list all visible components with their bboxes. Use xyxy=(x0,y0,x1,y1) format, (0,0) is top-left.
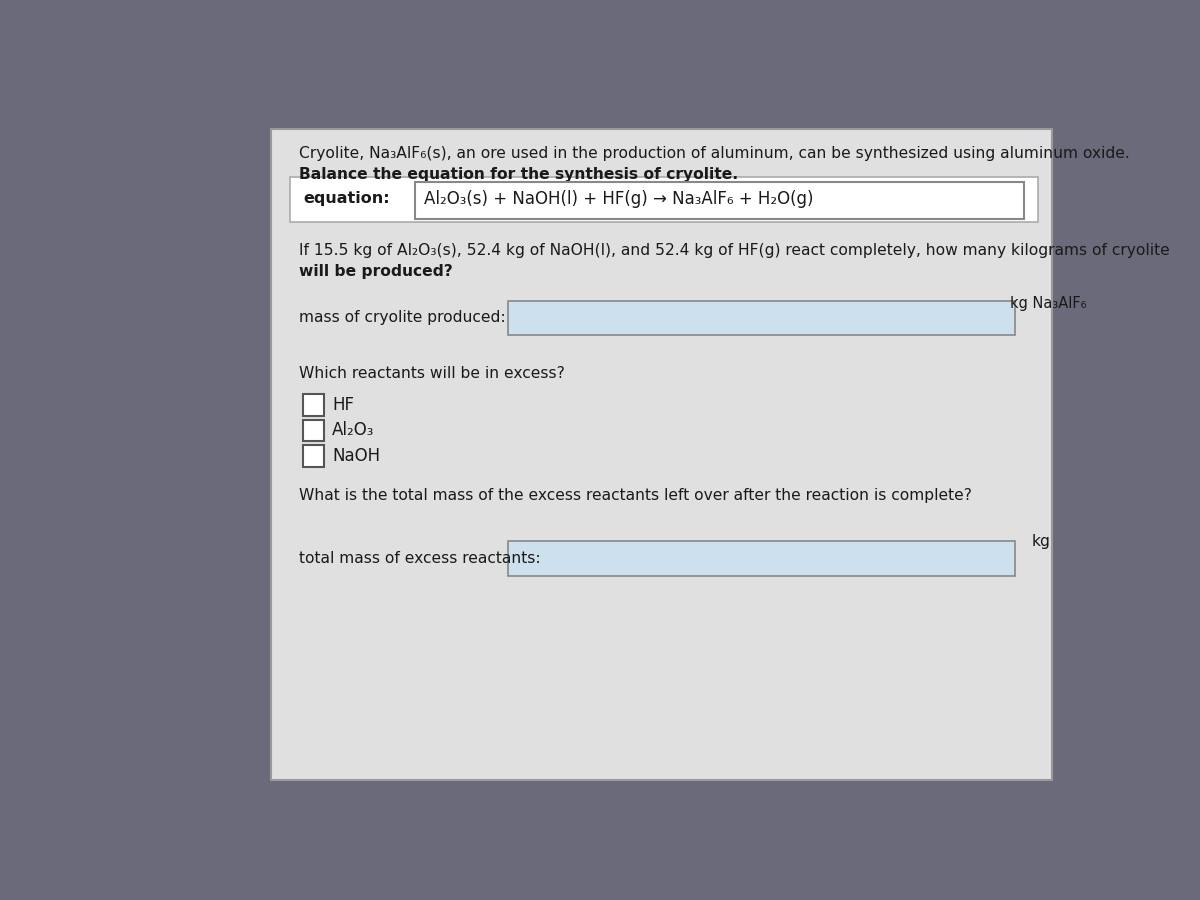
Text: NaOH: NaOH xyxy=(332,447,380,465)
FancyBboxPatch shape xyxy=(271,129,1052,780)
FancyBboxPatch shape xyxy=(508,301,1015,336)
FancyBboxPatch shape xyxy=(304,446,324,467)
Text: equation:: equation: xyxy=(304,192,390,206)
Text: HF: HF xyxy=(332,396,354,414)
Text: total mass of excess reactants:: total mass of excess reactants: xyxy=(299,551,540,566)
Text: What is the total mass of the excess reactants left over after the reaction is c: What is the total mass of the excess rea… xyxy=(299,488,972,503)
Text: Which reactants will be in excess?: Which reactants will be in excess? xyxy=(299,365,565,381)
Text: Cryolite, Na₃AlF₆(s), an ore used in the production of aluminum, can be synthesi: Cryolite, Na₃AlF₆(s), an ore used in the… xyxy=(299,146,1129,161)
FancyBboxPatch shape xyxy=(415,182,1024,219)
FancyBboxPatch shape xyxy=(508,541,1015,576)
Text: Al₂O₃(s) + NaOH(l) + HF(g) → Na₃AlF₆ + H₂O(g): Al₂O₃(s) + NaOH(l) + HF(g) → Na₃AlF₆ + H… xyxy=(425,190,814,208)
FancyBboxPatch shape xyxy=(304,419,324,441)
FancyBboxPatch shape xyxy=(304,394,324,416)
Text: Balance the equation for the synthesis of cryolite.: Balance the equation for the synthesis o… xyxy=(299,166,738,182)
Text: If 15.5 kg of Al₂O₃(s), 52.4 kg of NaOH(l), and 52.4 kg of HF(g) react completel: If 15.5 kg of Al₂O₃(s), 52.4 kg of NaOH(… xyxy=(299,243,1170,258)
Text: will be produced?: will be produced? xyxy=(299,264,452,279)
FancyBboxPatch shape xyxy=(289,177,1038,222)
Text: kg: kg xyxy=(1032,534,1050,549)
Text: Al₂O₃: Al₂O₃ xyxy=(332,421,374,439)
Text: mass of cryolite produced:: mass of cryolite produced: xyxy=(299,310,505,326)
Text: kg Na₃AlF₆: kg Na₃AlF₆ xyxy=(1010,296,1087,310)
